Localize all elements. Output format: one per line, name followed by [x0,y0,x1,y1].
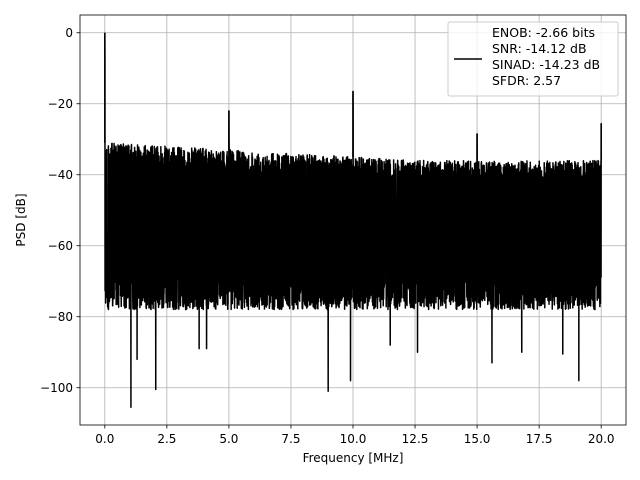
series-layer [104,32,602,408]
psd-series-line [104,32,602,408]
legend-entry-sfdr: SFDR: 2.57 [492,73,561,88]
y-tick-label: 0 [65,26,73,40]
x-tick-label: 17.5 [526,432,553,446]
legend-entry-sinad: SINAD: -14.23 dB [492,57,600,72]
legend-entry-snr: SNR: -14.12 dB [492,41,587,56]
y-tick-label: −40 [48,168,73,182]
x-tick-label: 15.0 [464,432,491,446]
x-tick-label: 5.0 [219,432,238,446]
legend-box [447,21,619,97]
x-tick-label: 7.5 [281,432,300,446]
y-axis-title: PSD [dB] [14,193,28,246]
plot-area [104,32,602,408]
x-axis-ticks: 0.0 2.5 5.0 7.5 10.0 12.5 15.0 17.5 20.0 [95,425,615,446]
x-tick-label: 12.5 [402,432,429,446]
x-tick-label: 20.0 [588,432,615,446]
x-tick-label: 0.0 [95,432,114,446]
x-tick-label: 10.0 [340,432,367,446]
y-tick-label: −100 [40,381,73,395]
legend: ENOB: -2.66 bits SNR: -14.12 dB SINAD: -… [447,21,619,97]
y-tick-label: −80 [48,310,73,324]
x-axis-title: Frequency [MHz] [303,451,404,465]
legend-entry-enob: ENOB: -2.66 bits [492,25,595,40]
x-tick-label: 2.5 [157,432,176,446]
y-axis-ticks: 0 −20 −40 −60 −80 −100 [40,26,80,395]
y-tick-label: −20 [48,97,73,111]
y-tick-label: −60 [48,239,73,253]
